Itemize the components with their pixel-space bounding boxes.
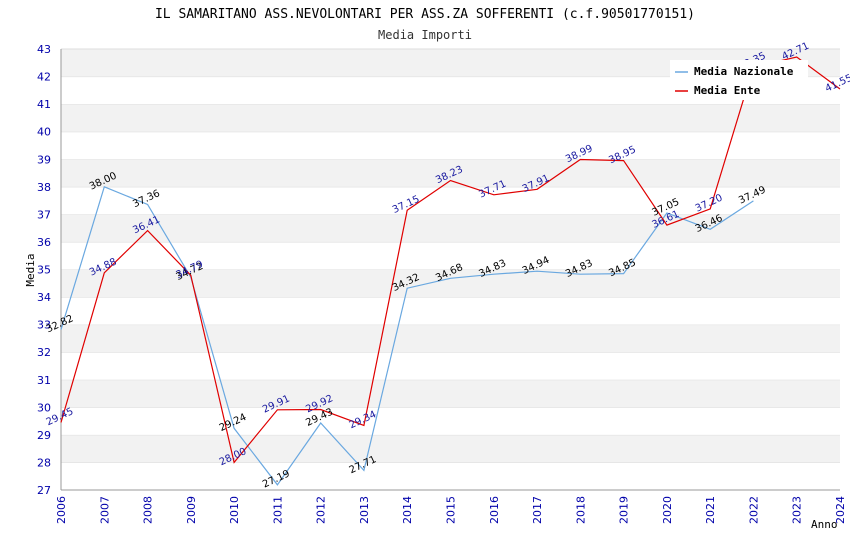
y-tick-label: 36 <box>37 236 51 249</box>
y-tick-label: 40 <box>37 126 51 139</box>
y-tick-label: 42 <box>37 71 51 84</box>
y-tick-label: 32 <box>37 346 51 359</box>
y-tick-label: 38 <box>37 181 51 194</box>
x-tick-label: 2013 <box>358 496 371 524</box>
x-tick-label: 2012 <box>315 496 328 524</box>
x-tick-label: 2015 <box>445 496 458 524</box>
y-tick-label: 27 <box>37 484 51 497</box>
y-tick-label: 41 <box>37 98 51 111</box>
grid-band <box>61 379 840 408</box>
y-tick-label: 30 <box>37 401 51 414</box>
y-tick-label: 34 <box>37 291 51 304</box>
y-axis-ticks: 27 28 29 30 31 32 33 34 35 36 37 38 39 40 41 42 43 <box>37 43 51 497</box>
x-tick-label: 2020 <box>661 496 674 524</box>
grid-band <box>61 434 840 463</box>
legend: Media Nazionale Media Ente <box>670 60 808 100</box>
series-line-media-nazionale <box>60 185 754 486</box>
series-line-media-ente <box>60 56 841 464</box>
grid-band <box>61 297 840 325</box>
x-tick-label: 2017 <box>531 496 544 524</box>
y-axis-label: Media <box>24 253 37 286</box>
grid-band <box>61 462 840 490</box>
x-tick-label: 2011 <box>271 496 284 524</box>
grid-bands <box>61 48 840 490</box>
x-axis-label: Anno <box>811 518 838 531</box>
grid-band <box>61 159 840 187</box>
legend-label-media-nazionale: Media Nazionale <box>694 65 794 78</box>
legend-box <box>670 60 808 100</box>
x-tick-label: 2010 <box>228 496 241 524</box>
chart-subtitle: Media Importi <box>378 28 472 42</box>
legend-label-media-ente: Media Ente <box>694 84 761 97</box>
y-tick-label: 28 <box>37 456 51 469</box>
y-tick-label: 33 <box>37 319 51 332</box>
y-tick-label: 29 <box>37 429 51 442</box>
grid-band <box>61 131 840 160</box>
grid-band <box>61 186 840 215</box>
y-tick-label: 37 <box>37 208 51 221</box>
y-tick-label: 31 <box>37 374 51 387</box>
grid-band <box>61 324 840 353</box>
x-tick-label: 2016 <box>488 496 501 524</box>
y-tick-label: 43 <box>37 43 51 56</box>
x-tick-label: 2024 <box>834 496 847 524</box>
grid-band <box>61 104 840 132</box>
x-tick-label: 2009 <box>185 496 198 524</box>
x-tick-label: 2019 <box>618 496 631 524</box>
x-tick-label: 2006 <box>55 496 68 524</box>
grid-band <box>61 269 840 298</box>
x-tick-label: 2018 <box>574 496 587 524</box>
grid-band <box>61 214 840 242</box>
grid-band <box>61 241 840 270</box>
x-tick-label: 2014 <box>401 496 414 524</box>
series-layer <box>60 56 841 486</box>
x-tick-label: 2008 <box>142 496 155 524</box>
x-tick-label: 2022 <box>747 496 760 524</box>
grid-band <box>61 407 840 435</box>
y-tick-label: 35 <box>37 264 51 277</box>
x-tick-label: 2023 <box>791 496 804 524</box>
y-tick-label: 39 <box>37 153 51 166</box>
x-axis-ticks: 2006 2007 2008 2009 2010 2011 2012 2013 2014 2015… <box>55 496 847 524</box>
grid-band <box>61 352 840 380</box>
x-tick-label: 2021 <box>704 496 717 524</box>
chart-title: IL SAMARITANO ASS.NEVOLONTARI PER ASS.ZA… <box>155 7 695 22</box>
x-tick-label: 2007 <box>98 496 111 524</box>
